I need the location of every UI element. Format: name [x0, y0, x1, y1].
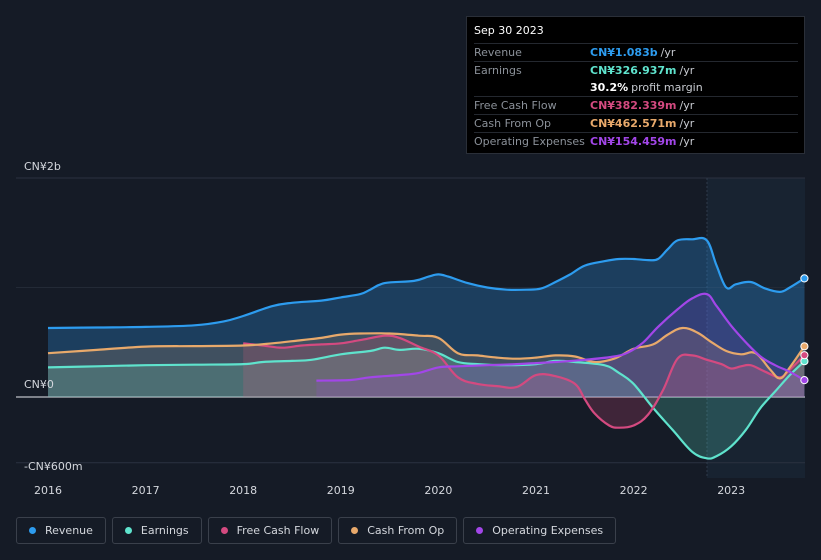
- tooltip-row-unit: /yr: [679, 64, 695, 77]
- tooltip-row-value: CN¥154.459m: [590, 135, 677, 148]
- tooltip-row-unit: /yr: [679, 117, 695, 130]
- forecast-highlight-band: [707, 178, 805, 478]
- tooltip-row: Free Cash Flow CN¥382.339m/yr: [474, 96, 798, 114]
- x-tick-2016: 2016: [34, 484, 62, 497]
- legend-label: Earnings: [140, 524, 189, 537]
- legend-item-earnings[interactable]: Earnings: [111, 517, 202, 544]
- tooltip-row: Cash From Op CN¥462.571m/yr: [474, 114, 798, 132]
- tooltip-date: Sep 30 2023: [474, 24, 544, 37]
- tooltip-row: Earnings CN¥326.937m/yr: [474, 61, 798, 79]
- y-label-top: CN¥2b: [24, 160, 61, 173]
- free-cash-flow-area: [243, 335, 805, 428]
- tooltip-panel: Sep 30 2023 Revenue CN¥1.083b/yr Earnings C…: [466, 16, 805, 154]
- legend-label: Free Cash Flow: [236, 524, 320, 537]
- series-lines: [47, 236, 806, 460]
- legend-dot-icon: [351, 527, 359, 534]
- x-tick-2021: 2021: [522, 484, 550, 497]
- x-tick-2019: 2019: [326, 484, 355, 497]
- operating-expenses-line: [316, 292, 805, 382]
- legend-dot-icon: [29, 527, 36, 534]
- x-tick-2022: 2022: [619, 484, 648, 497]
- legend-dot-icon: [220, 527, 228, 534]
- tooltip-row-label: Operating Expenses: [474, 135, 585, 148]
- legend-dot-icon: [124, 527, 132, 534]
- legend-label: Cash From Op: [367, 524, 445, 537]
- y-label-bottom: -CN¥600m: [24, 460, 83, 473]
- tooltip-row-value: CN¥382.339m: [590, 99, 677, 112]
- tooltip-row-label: Free Cash Flow: [474, 99, 557, 112]
- revenue-line: [47, 236, 805, 330]
- cash-from-op-line: [47, 326, 806, 380]
- tooltip-row-value: CN¥462.571m: [590, 117, 677, 130]
- operating-expenses-end-marker: [800, 376, 809, 385]
- tooltip-row: 30.2% profit margin: [474, 79, 798, 96]
- grid-lines: [16, 177, 805, 478]
- x-tick-2023: 2023: [717, 484, 746, 497]
- free-cash-flow-line: [243, 334, 806, 429]
- legend: Revenue Earnings Free Cash Flow Cash From O…: [16, 517, 617, 544]
- tooltip-row-value: CN¥326.937m: [590, 64, 677, 77]
- tooltip-row-unit: profit margin: [631, 81, 703, 94]
- tooltip-row: Operating Expenses CN¥154.459m/yr: [474, 132, 798, 150]
- tooltip-row-label: Revenue: [474, 46, 522, 59]
- series-end-markers: [800, 274, 809, 385]
- legend-item-cash-from-op[interactable]: Cash From Op: [338, 517, 458, 544]
- cash-from-op-end-marker: [800, 342, 809, 351]
- x-tick-2020: 2020: [424, 484, 453, 497]
- legend-dot-icon: [476, 527, 484, 534]
- cash-from-op-area: [48, 327, 805, 397]
- tooltip-row-label: Earnings: [474, 64, 522, 77]
- legend-item-operating-expenses[interactable]: Operating Expenses: [463, 517, 617, 544]
- legend-label: Revenue: [45, 524, 93, 537]
- earnings-area: [48, 347, 805, 459]
- x-tick-2017: 2017: [131, 484, 160, 497]
- free-cash-flow-end-marker: [800, 351, 809, 360]
- tooltip-row-label: [474, 79, 590, 96]
- y-label-zero: CN¥0: [24, 378, 54, 391]
- tooltip-row-unit: /yr: [679, 99, 695, 112]
- operating-expenses-area: [316, 293, 805, 397]
- x-tick-2018: 2018: [229, 484, 258, 497]
- tooltip-row-value: 30.2%: [590, 81, 629, 94]
- tooltip-row-unit: /yr: [679, 135, 695, 148]
- legend-item-free-cash-flow[interactable]: Free Cash Flow: [207, 517, 333, 544]
- tooltip-row-label: Cash From Op: [474, 117, 552, 130]
- tooltip-row-unit: /yr: [660, 46, 676, 59]
- legend-item-revenue[interactable]: Revenue: [16, 517, 106, 544]
- tooltip-row-value: CN¥1.083b: [590, 46, 658, 59]
- legend-label: Operating Expenses: [492, 524, 604, 537]
- tooltip-row: Revenue CN¥1.083b/yr: [474, 43, 798, 61]
- revenue-end-marker: [800, 274, 809, 283]
